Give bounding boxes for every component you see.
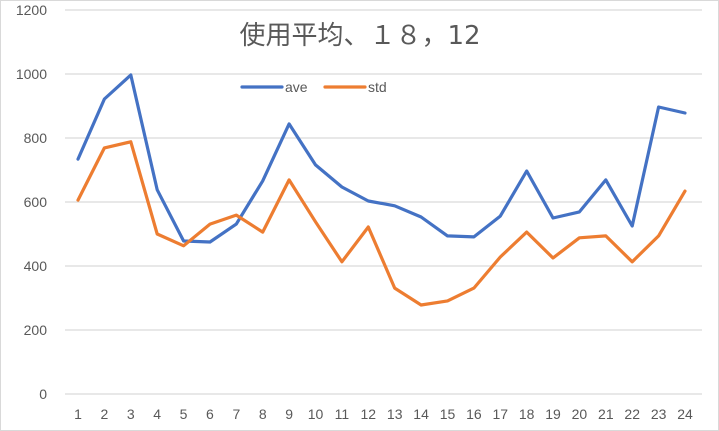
x-tick-label: 2 [100, 406, 108, 422]
x-tick-label: 22 [624, 406, 640, 422]
x-tick-label: 24 [677, 406, 693, 422]
gridlines [65, 9, 702, 395]
legend: ave std [240, 79, 387, 95]
chart-title: 使用平均、１８，12 [239, 21, 480, 51]
x-tick-label: 16 [466, 406, 482, 422]
x-tick-label: 15 [440, 406, 456, 422]
x-tick-label: 9 [285, 406, 293, 422]
series-lines [76, 73, 687, 307]
y-tick-label: 200 [24, 322, 48, 338]
y-tick-label: 1200 [16, 2, 47, 18]
x-tick-label: 7 [232, 406, 240, 422]
x-tick-label: 17 [492, 406, 508, 422]
y-tick-label: 400 [24, 258, 48, 274]
x-tick-label: 20 [572, 406, 588, 422]
series-line-ave [76, 73, 687, 244]
x-tick-label: 5 [180, 406, 188, 422]
x-tick-label: 13 [387, 406, 403, 422]
x-tick-label: 11 [335, 406, 350, 422]
x-tick-label: 18 [519, 406, 535, 422]
y-axis-ticks: 0 200 400 600 800 1000 1200 [16, 2, 47, 402]
x-tick-label: 14 [413, 406, 429, 422]
x-tick-label: 21 [598, 406, 614, 422]
x-tick-label: 6 [206, 406, 214, 422]
x-tick-label: 1 [74, 406, 82, 422]
series-line-std [76, 140, 687, 307]
y-tick-label: 600 [24, 194, 48, 210]
y-tick-label: 1000 [16, 66, 47, 82]
y-tick-label: 0 [39, 386, 47, 402]
x-tick-label: 19 [545, 406, 561, 422]
y-tick-label: 800 [24, 130, 48, 146]
legend-label-std: std [368, 79, 387, 95]
x-tick-label: 3 [127, 406, 135, 422]
x-tick-label: 8 [259, 406, 267, 422]
x-tick-label: 10 [308, 406, 324, 422]
x-axis-ticks: 1 2 3 4 5 6 7 8 9 10 11 12 13 14 15 16 17 18 19 20 21 22 23 24 [74, 406, 693, 422]
legend-label-ave: ave [285, 79, 308, 95]
x-tick-label: 4 [153, 406, 161, 422]
x-tick-label: 23 [651, 406, 667, 422]
x-tick-label: 12 [361, 406, 377, 422]
